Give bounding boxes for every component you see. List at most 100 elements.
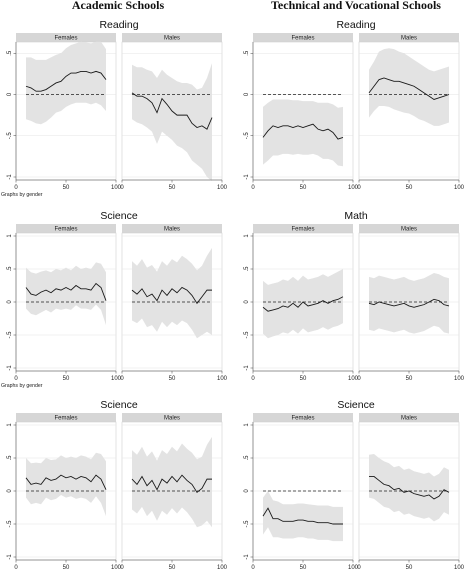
x-tick-label: 100 <box>217 376 228 382</box>
chart-1: Reading Females 0 50 100 Males 0 50 100 -1 -.5 0 .5 <box>244 19 465 191</box>
header-technical-vocational-schools: Technical and Vocational Schools <box>271 0 441 12</box>
x-tick-label: 50 <box>300 185 307 191</box>
y-tick-label: -.5 <box>7 132 13 140</box>
y-tick-label: -1 <box>7 554 13 560</box>
x-tick-label: 50 <box>406 376 413 382</box>
confidence-band <box>26 41 106 125</box>
y-tick-label: .5 <box>7 266 13 272</box>
panel-strip-label: Females <box>291 227 314 233</box>
estimate-line <box>262 123 344 140</box>
panel-strip <box>253 33 353 42</box>
panel-strip-label: Males <box>401 227 417 233</box>
panel-males: Males 0 50 100 <box>357 224 465 382</box>
y-tick-label: 0 <box>244 92 250 96</box>
x-tick-label: 50 <box>169 565 176 571</box>
estimate-line <box>368 77 450 100</box>
x-tick-label: 100 <box>111 376 122 382</box>
y-tick-label: 1 <box>244 423 250 427</box>
y-tick-label: -1 <box>244 365 250 371</box>
panel-males: Males 0 50 100 <box>357 33 465 191</box>
chart-title: Science <box>337 399 375 411</box>
panel-strip-label: Females <box>54 227 77 233</box>
chart-5: Science Females 0 50 100 Males 0 50 100 -1 -.5 0 .5 1… <box>244 399 465 571</box>
estimate-line <box>262 507 343 525</box>
x-tick-label: 50 <box>169 185 176 191</box>
confidence-band <box>263 491 343 542</box>
estimate-line <box>25 474 107 490</box>
confidence-band <box>132 63 212 182</box>
panel-strip <box>253 224 353 233</box>
x-tick-label: 100 <box>454 185 465 191</box>
panel-strip-label: Males <box>164 36 180 42</box>
panel-strip-label: Females <box>54 36 77 42</box>
panel-strip-label: Males <box>401 416 417 422</box>
panel-strip-label: Females <box>291 416 314 422</box>
panel-strip <box>16 413 116 422</box>
panel-males: Males 0 50 100 <box>120 224 228 382</box>
x-tick-label: 50 <box>300 565 307 571</box>
x-tick-label: 50 <box>63 376 70 382</box>
chart-title: Science <box>100 210 138 222</box>
x-tick-label: 50 <box>406 185 413 191</box>
y-tick-label: .5 <box>244 266 250 272</box>
x-tick-label: 0 <box>357 565 361 571</box>
x-tick-label: 50 <box>169 376 176 382</box>
panel-strip-label: Males <box>164 416 180 422</box>
y-tick-label: .5 <box>7 50 13 56</box>
estimate-line <box>262 296 344 312</box>
y-tick-label: -.5 <box>244 132 250 140</box>
chart-title: Math <box>344 210 368 222</box>
panel-strip <box>359 33 459 42</box>
y-tick-label: 1 <box>7 234 13 238</box>
x-tick-label: 0 <box>120 185 124 191</box>
y-tick-label: 0 <box>7 489 13 493</box>
x-tick-label: 0 <box>251 565 255 571</box>
panel-males: Males 0 50 100 <box>120 413 228 571</box>
y-tick-label: 0 <box>244 489 250 493</box>
x-tick-label: 50 <box>406 565 413 571</box>
x-tick-label: 100 <box>111 565 122 571</box>
panel-males: Males 0 50 100 <box>120 33 228 191</box>
panel-strip <box>16 33 116 42</box>
estimate-line <box>25 282 107 301</box>
y-tick-label: -.5 <box>7 331 13 339</box>
panel-males: Males 0 50 100 <box>357 413 465 571</box>
x-tick-label: 0 <box>120 565 124 571</box>
panel-strip-label: Females <box>54 416 77 422</box>
y-tick-label: .5 <box>244 50 250 56</box>
y-tick-label: 1 <box>7 423 13 427</box>
estimate-line <box>368 298 450 308</box>
x-tick-label: 50 <box>300 376 307 382</box>
y-tick-label: .5 <box>7 455 13 461</box>
estimate-line <box>369 476 450 500</box>
x-tick-label: 100 <box>348 376 359 382</box>
panel-females: Females 0 50 100 <box>251 224 359 382</box>
panel-strip <box>16 224 116 233</box>
y-tick-label: -.5 <box>244 520 250 528</box>
confidence-band <box>369 454 449 522</box>
x-tick-label: 0 <box>14 185 18 191</box>
confidence-band <box>26 262 106 326</box>
chart-note: Graphs by gender <box>1 192 43 198</box>
y-tick-label: -1 <box>7 174 13 180</box>
chart-title: Reading <box>336 19 375 31</box>
x-tick-label: 50 <box>63 565 70 571</box>
x-tick-label: 0 <box>14 376 18 382</box>
chart-note: Graphs by gender <box>1 383 43 389</box>
y-tick-label: -1 <box>244 174 250 180</box>
confidence-band <box>132 247 212 339</box>
x-tick-label: 100 <box>111 185 122 191</box>
chart-title: Science <box>100 399 138 411</box>
estimate-line <box>131 286 212 305</box>
confidence-band <box>132 436 212 528</box>
y-tick-label: 0 <box>244 300 250 304</box>
x-tick-label: 50 <box>63 185 70 191</box>
x-tick-label: 0 <box>251 376 255 382</box>
chart-4: Science Females 0 50 100 Males 0 50 100 -1 -.5 0 .5 1… <box>7 399 228 571</box>
panel-strip <box>359 224 459 233</box>
panel-strip-label: Males <box>401 36 417 42</box>
chart-2: Science Females 0 50 100 Males 0 50 100 -1 -.5 0 .5 1… <box>1 210 228 389</box>
y-tick-label: -.5 <box>244 331 250 339</box>
confidence-band <box>369 272 449 334</box>
